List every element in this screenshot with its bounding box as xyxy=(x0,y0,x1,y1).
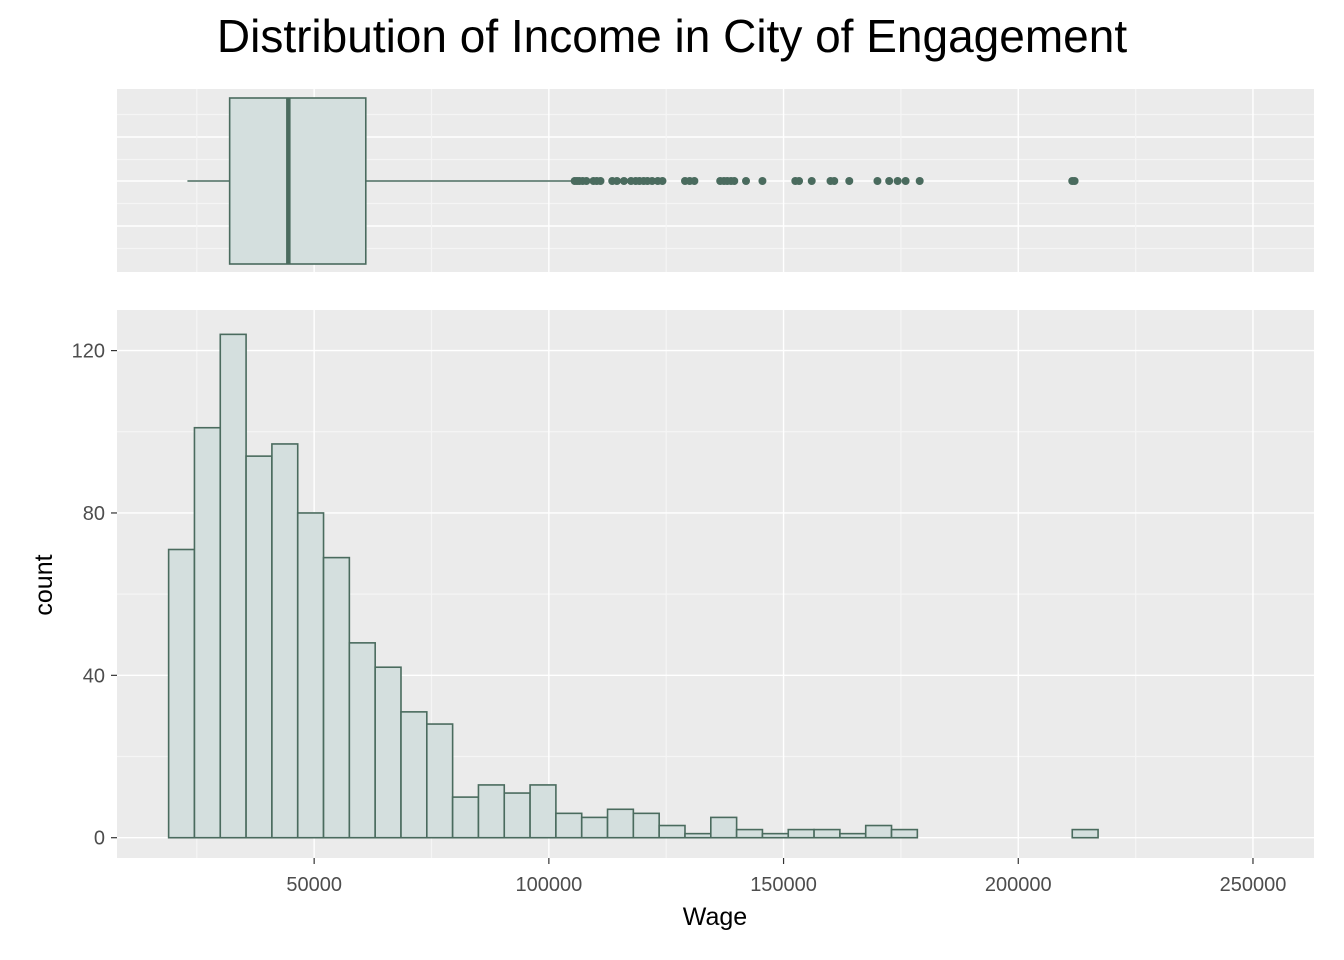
boxplot-outlier-point xyxy=(885,177,894,185)
boxplot-outlier-point xyxy=(742,177,751,185)
histogram-bar xyxy=(245,455,273,839)
boxplot-outlier-point xyxy=(690,177,699,185)
histogram-bar xyxy=(219,333,247,839)
boxplot-outlier-point xyxy=(893,177,902,185)
histogram-bar xyxy=(296,512,325,839)
boxplot-outlier-point xyxy=(619,177,628,185)
boxplot-outlier-point xyxy=(807,177,816,185)
x-axis-tick-label: 200000 xyxy=(985,874,1052,896)
histogram-bar xyxy=(193,426,222,839)
histogram-bar xyxy=(503,792,531,839)
histogram-bar xyxy=(167,548,196,839)
y-axis-tick-label: 120 xyxy=(72,341,105,363)
chart-title: Distribution of Income in City of Engage… xyxy=(217,10,1127,62)
histogram-bar xyxy=(374,666,402,839)
boxplot-outlier-point xyxy=(658,177,667,185)
boxplot-panel xyxy=(117,89,1314,272)
y-axis-tick-label: 0 xyxy=(94,828,105,850)
y-axis-tick-label: 80 xyxy=(83,503,105,525)
boxplot-outlier-point xyxy=(873,177,882,185)
boxplot-outlier-point xyxy=(830,177,839,185)
histogram-bar xyxy=(606,808,635,839)
x-axis-tick-label: 250000 xyxy=(1220,874,1287,896)
histogram-bar xyxy=(710,816,738,839)
boxplot-box xyxy=(228,97,367,265)
boxplot-outlier-point xyxy=(648,177,657,185)
boxplot-outlier-point xyxy=(758,177,767,185)
y-axis: 0 40 80 120 xyxy=(72,341,117,850)
histogram-bar xyxy=(529,784,557,839)
histogram-bar xyxy=(632,812,660,839)
boxplot-outlier-point xyxy=(795,177,804,185)
histogram-bar xyxy=(426,723,454,839)
histogram-bar xyxy=(761,832,790,839)
x-axis-tick-label: 50000 xyxy=(286,874,342,896)
boxplot-outlier-point xyxy=(596,177,605,185)
histogram-bar xyxy=(580,816,609,839)
boxplot-outlier-point xyxy=(730,177,739,185)
histogram-bar xyxy=(787,828,815,839)
boxplot-outlier-point xyxy=(915,177,924,185)
histogram-bar xyxy=(864,824,893,839)
histogram-bar xyxy=(348,642,376,839)
boxplot-outlier-point xyxy=(612,177,621,185)
boxplot-outlier-point xyxy=(845,177,854,185)
histogram-bar xyxy=(271,443,299,839)
histogram-bar xyxy=(400,711,428,839)
histogram-bar xyxy=(735,828,764,839)
histogram-bar xyxy=(555,812,583,839)
boxplot-outlier-point xyxy=(582,177,591,185)
boxplot-outlier-point xyxy=(901,177,910,185)
histogram-bar xyxy=(658,824,686,839)
x-axis-tick-label: 100000 xyxy=(515,874,582,896)
histogram-bar xyxy=(813,828,841,839)
histogram-panel xyxy=(117,310,1314,858)
histogram-bar xyxy=(1071,828,1099,839)
x-axis-title: Wage xyxy=(683,903,747,931)
histogram-bar xyxy=(684,832,712,839)
boxplot-outlier-point xyxy=(1070,177,1079,185)
y-axis-title: count xyxy=(30,554,58,615)
histogram-bar xyxy=(477,784,506,839)
histogram-bar xyxy=(890,828,919,839)
y-axis-tick-label: 40 xyxy=(83,665,105,687)
histogram-bar xyxy=(839,832,867,839)
x-axis: 50000 100000 150000 200000 250000 xyxy=(286,858,1286,896)
histogram-bar xyxy=(322,556,351,839)
x-axis-tick-label: 150000 xyxy=(750,874,817,896)
histogram-bar xyxy=(451,796,480,839)
